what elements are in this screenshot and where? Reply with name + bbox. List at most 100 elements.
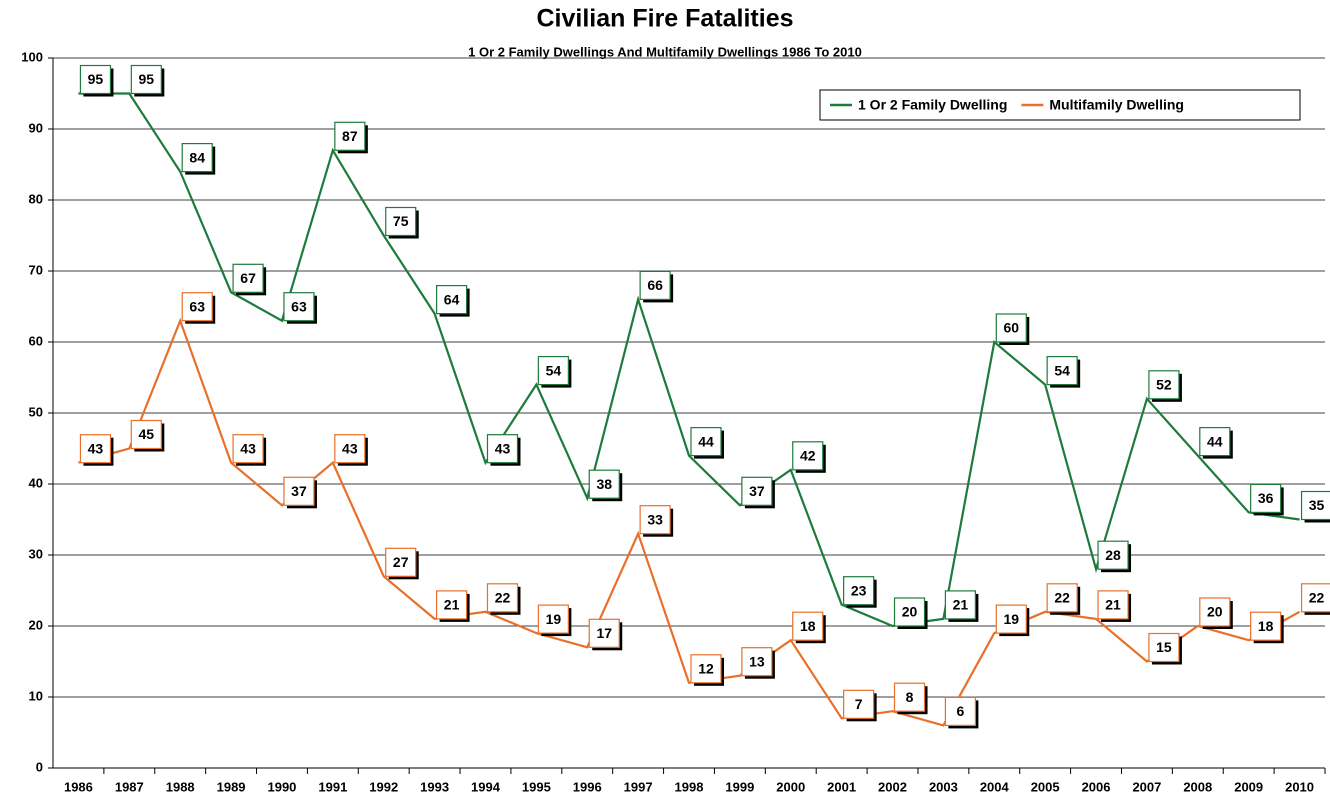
x-tick-label: 1999 xyxy=(725,779,754,794)
data-label: 7 xyxy=(855,696,863,712)
label-box xyxy=(232,434,264,464)
data-label: 8 xyxy=(906,689,914,705)
data-label: 64 xyxy=(444,291,460,307)
label-box xyxy=(1300,490,1330,521)
x-tick-label: 2009 xyxy=(1234,779,1263,794)
x-tick-label: 1991 xyxy=(318,779,347,794)
data-label: 52 xyxy=(1156,377,1172,393)
data-label: 44 xyxy=(698,433,714,449)
label-box xyxy=(1046,583,1078,613)
label-box xyxy=(792,441,824,471)
data-label: 60 xyxy=(1003,320,1019,336)
label-box xyxy=(130,419,162,450)
data-label: 12 xyxy=(698,661,714,677)
x-tick-label: 1992 xyxy=(369,779,398,794)
label-box xyxy=(1250,611,1282,641)
label-box xyxy=(79,434,112,464)
data-label: 20 xyxy=(1207,604,1223,620)
label-box xyxy=(232,263,264,293)
data-label: 37 xyxy=(749,483,765,499)
label-box xyxy=(537,604,569,634)
data-label: 95 xyxy=(139,71,155,87)
x-tick-label: 1994 xyxy=(471,779,501,794)
data-label: 6 xyxy=(957,703,965,719)
data-label: 44 xyxy=(1207,433,1223,449)
data-label: 95 xyxy=(88,71,104,87)
data-label: 63 xyxy=(291,298,307,314)
data-label: 45 xyxy=(139,426,155,442)
data-label: 84 xyxy=(189,149,205,165)
label-box xyxy=(1097,590,1129,620)
data-label: 43 xyxy=(495,440,511,456)
label-box xyxy=(588,469,620,499)
label-box xyxy=(79,64,112,95)
label-box xyxy=(741,476,773,506)
x-tick-label: 2008 xyxy=(1183,779,1212,794)
data-label: 13 xyxy=(749,653,765,669)
data-label: 54 xyxy=(1054,362,1070,378)
data-label: 36 xyxy=(1258,490,1274,506)
data-label: 22 xyxy=(1309,590,1325,606)
x-tick-label: 2005 xyxy=(1031,779,1060,794)
legend-box xyxy=(819,89,1301,121)
data-label: 87 xyxy=(342,128,358,144)
data-label: 22 xyxy=(1054,590,1070,606)
data-label: 27 xyxy=(393,554,409,570)
x-tick-label: 1997 xyxy=(624,779,653,794)
label-box xyxy=(1250,483,1282,513)
data-label: 21 xyxy=(444,597,460,613)
legend-label: Multifamily Dwelling xyxy=(1049,97,1184,113)
x-tick-label: 1986 xyxy=(64,779,93,794)
data-label: 21 xyxy=(1105,597,1121,613)
label-box xyxy=(944,590,977,620)
y-tick-label: 40 xyxy=(29,475,43,490)
label-box xyxy=(436,590,468,620)
y-tick-label: 0 xyxy=(36,759,43,774)
data-label: 17 xyxy=(596,625,612,641)
label-box xyxy=(283,476,315,506)
data-label: 19 xyxy=(546,611,562,627)
label-box xyxy=(741,647,773,677)
data-label: 19 xyxy=(1003,611,1019,627)
y-tick-label: 100 xyxy=(21,49,43,64)
data-label: 20 xyxy=(902,604,918,620)
legend-label: 1 Or 2 Family Dwelling xyxy=(858,97,1007,113)
label-box xyxy=(639,505,671,535)
data-label: 22 xyxy=(495,590,511,606)
data-label: 21 xyxy=(953,597,969,613)
label-box xyxy=(334,434,366,464)
label-box xyxy=(385,547,417,577)
label-box xyxy=(1148,370,1180,400)
label-box xyxy=(130,64,162,95)
y-tick-label: 60 xyxy=(29,333,43,348)
y-tick-label: 20 xyxy=(29,617,43,632)
x-tick-label: 1987 xyxy=(115,779,144,794)
x-tick-label: 1995 xyxy=(522,779,551,794)
label-box xyxy=(893,597,926,627)
chart-subtitle: 1 Or 2 Family Dwellings And Multifamily … xyxy=(468,44,862,59)
data-label: 28 xyxy=(1105,547,1121,563)
data-label: 18 xyxy=(1258,618,1274,634)
data-label: 43 xyxy=(342,440,358,456)
data-label: 54 xyxy=(546,362,562,378)
label-box xyxy=(792,611,824,641)
data-label: 43 xyxy=(88,440,104,456)
label-box xyxy=(1199,427,1231,457)
x-tick-label: 1998 xyxy=(675,779,704,794)
label-box xyxy=(1300,583,1330,613)
x-tick-label: 1988 xyxy=(166,779,195,794)
label-box xyxy=(639,270,671,300)
y-tick-label: 70 xyxy=(29,262,43,277)
data-label: 35 xyxy=(1309,497,1325,513)
label-box xyxy=(944,696,977,727)
label-box xyxy=(436,285,468,315)
data-label: 67 xyxy=(240,270,256,286)
label-box xyxy=(1199,597,1231,627)
label-box xyxy=(181,143,213,173)
y-tick-label: 50 xyxy=(29,404,43,419)
data-label: 18 xyxy=(800,618,816,634)
label-box xyxy=(843,689,875,719)
label-box xyxy=(843,576,875,606)
label-box xyxy=(486,583,519,613)
